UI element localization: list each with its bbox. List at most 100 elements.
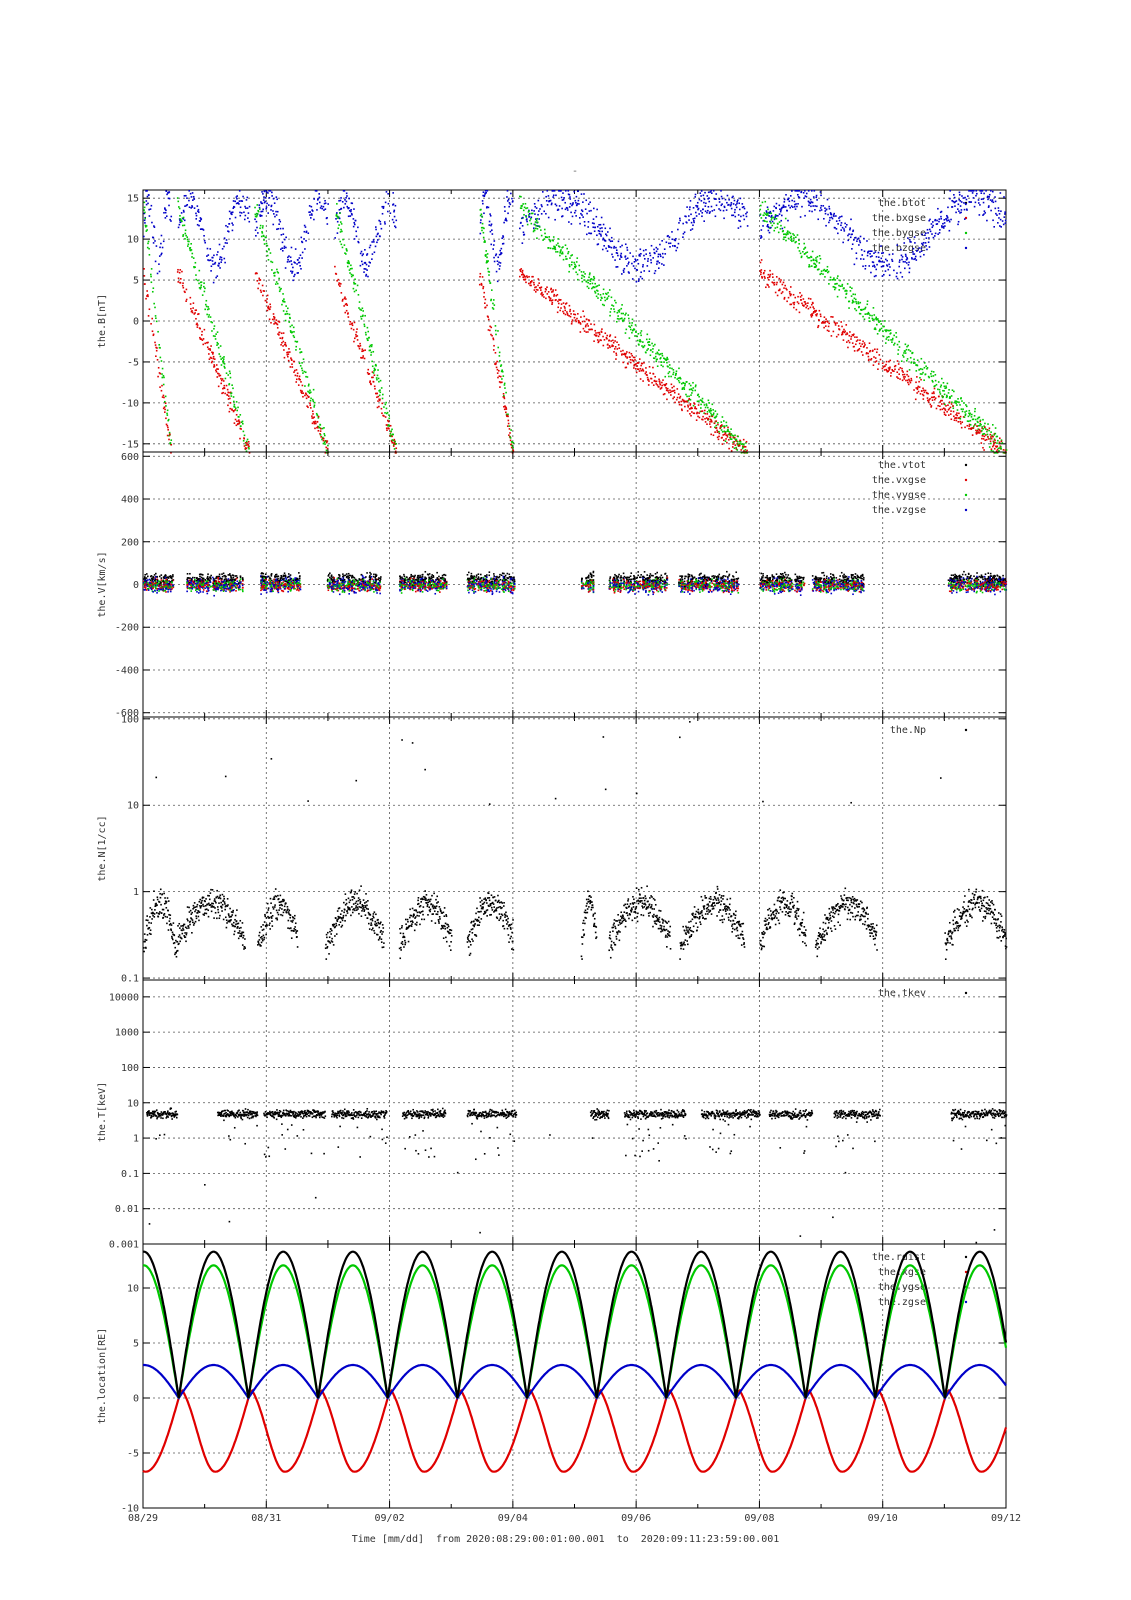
data-point: [708, 402, 711, 404]
data-point: [294, 340, 297, 343]
data-point: [358, 301, 361, 303]
data-point: [907, 349, 910, 351]
data-point: [203, 290, 206, 293]
data-point: [767, 225, 769, 228]
data-point: [996, 214, 998, 216]
data-point: [536, 228, 539, 230]
data-point: [811, 314, 814, 317]
data-point: [907, 383, 910, 386]
data-point: [316, 426, 318, 429]
data-point: [719, 209, 722, 212]
data-point: [574, 209, 577, 212]
data-point: [787, 198, 790, 201]
data-point: [561, 207, 563, 210]
data-point: [481, 229, 483, 232]
data-point: [824, 320, 827, 323]
data-point: [491, 233, 494, 235]
data-point: [1003, 216, 1006, 218]
data-point: [260, 291, 263, 293]
data-point: [534, 205, 537, 208]
data-point: [725, 424, 728, 427]
data-point: [376, 239, 379, 241]
data-point: [932, 221, 934, 223]
data-point: [866, 300, 869, 302]
data-point: [984, 212, 987, 214]
y-tick-label: 400: [121, 495, 139, 506]
data-point: [591, 287, 593, 290]
data-point: [866, 254, 869, 257]
data-point: [552, 290, 554, 293]
data-point: [353, 238, 356, 240]
data-point: [213, 358, 216, 360]
data-point: [982, 198, 985, 200]
data-point: [881, 362, 884, 365]
data-point: [160, 585, 163, 588]
data-point: [360, 250, 363, 253]
data-point: [986, 430, 988, 433]
data-point: [164, 400, 166, 403]
data-point: [573, 190, 575, 193]
data-point: [325, 449, 328, 452]
data-point: [859, 301, 862, 304]
data-point: [279, 288, 282, 291]
data-point: [835, 220, 838, 222]
data-point: [826, 265, 829, 268]
data-point: [631, 318, 634, 321]
data-point: [977, 428, 980, 430]
data-point: [361, 348, 364, 351]
data-point: [782, 230, 785, 232]
data-point: [201, 228, 204, 230]
data-point: [156, 589, 159, 592]
data-point: [916, 359, 919, 362]
data-point: [652, 373, 655, 375]
data-point: [889, 366, 891, 369]
data-point: [628, 272, 630, 274]
data-point: [233, 206, 236, 208]
data-point: [897, 363, 900, 365]
data-point: [167, 197, 170, 200]
data-point: [546, 293, 549, 295]
data-point: [876, 332, 879, 335]
data-point: [799, 296, 802, 298]
data-point: [148, 253, 151, 256]
data-point: [486, 315, 489, 318]
data-point: [152, 582, 154, 585]
data-point: [228, 223, 231, 225]
data-point: [926, 367, 928, 370]
data-point: [877, 251, 880, 254]
data-point: [281, 337, 284, 340]
data-point: [340, 292, 343, 294]
data-point: [593, 340, 595, 343]
data-point: [765, 214, 768, 216]
data-point: [579, 222, 581, 225]
data-point: [813, 307, 815, 310]
data-point: [738, 208, 741, 211]
data-point: [633, 328, 636, 331]
data-point: [585, 331, 588, 333]
data-point: [244, 447, 247, 450]
data-point: [530, 280, 533, 283]
data-point: [166, 588, 168, 590]
data-point: [640, 330, 643, 332]
data-point: [199, 327, 201, 330]
data-point: [994, 196, 996, 198]
data-point: [269, 308, 271, 310]
data-point: [944, 408, 946, 410]
data-point: [170, 586, 173, 588]
data-point: [182, 234, 185, 236]
data-point: [760, 271, 762, 274]
data-point: [956, 414, 959, 417]
data-point: [378, 405, 380, 408]
data-point: [736, 449, 739, 451]
data-point: [854, 307, 856, 310]
data-point: [241, 589, 244, 591]
data-point: [854, 236, 857, 239]
data-point: [284, 267, 287, 269]
data-point: [666, 356, 669, 359]
data-point: [216, 331, 219, 333]
data-point: [212, 281, 215, 284]
data-point: [223, 245, 225, 248]
data-point: [916, 249, 919, 252]
data-point: [608, 335, 611, 338]
data-point: [715, 424, 718, 427]
